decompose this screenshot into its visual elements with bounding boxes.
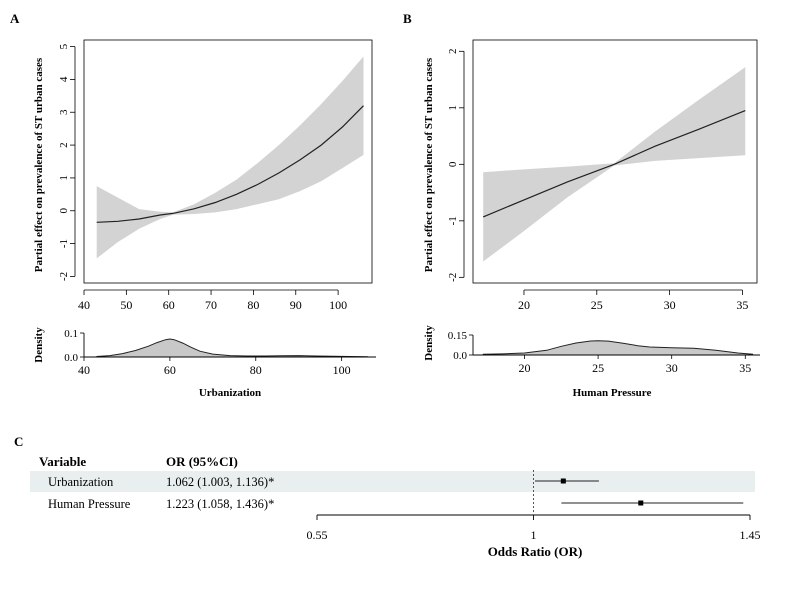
density-x-tick-label: 25 <box>592 361 604 375</box>
density-x-tick-label: 20 <box>519 361 531 375</box>
x-tick-label: 40 <box>78 298 90 312</box>
panel-b-xlabel: Human Pressure <box>573 387 652 399</box>
y-tick-label: -2 <box>447 273 459 282</box>
density-x-tick-label: 40 <box>78 363 90 377</box>
forest-xlabel: Odds Ratio (OR) <box>488 544 583 559</box>
panel-c-letter: C <box>14 434 23 449</box>
density-y-tick-label: 0.0 <box>453 350 467 362</box>
panel-a-ylabel: Partial effect on prevalence of ST urban… <box>33 57 45 272</box>
panel-a-letter: A <box>10 11 20 26</box>
forest-header-or: OR (95%CI) <box>166 454 238 469</box>
panel-a-density-ylabel: Density <box>33 327 45 363</box>
density-y-tick-label: 0.15 <box>448 330 468 342</box>
y-tick-label: 3 <box>58 109 70 115</box>
x-tick-label: 50 <box>120 298 132 312</box>
estimate-point <box>638 500 644 506</box>
x-tick-label: 30 <box>664 298 676 312</box>
forest-x-tick-label: 1.45 <box>740 528 761 542</box>
x-tick-label: 35 <box>736 298 748 312</box>
y-tick-label: 2 <box>447 49 459 55</box>
y-tick-label: -2 <box>58 272 70 281</box>
y-tick-label: 0 <box>447 161 459 167</box>
forest-row-variable: Urbanization <box>48 475 114 489</box>
x-tick-label: 20 <box>518 298 530 312</box>
y-tick-label: 1 <box>447 105 459 111</box>
forest-x-tick-label: 0.55 <box>307 528 328 542</box>
x-tick-label: 60 <box>163 298 175 312</box>
density-area <box>96 338 368 358</box>
panel-a-density-plot: 0.0 0.1 40 60 80 100 <box>64 328 376 377</box>
effect-line <box>482 110 746 218</box>
density-y-tick-label: 0.0 <box>64 352 78 364</box>
plot-frame <box>472 39 758 284</box>
x-tick-label: 25 <box>591 298 603 312</box>
forest-x-tick-label: 1 <box>531 528 537 542</box>
density-x-tick-label: 60 <box>164 363 176 377</box>
y-tick-label: -1 <box>447 216 459 225</box>
panel-b-plot: -2 -1 0 1 2 20 25 30 35 <box>447 39 758 312</box>
plot-frame <box>83 39 373 284</box>
panel-b-density-plot: 0.0 0.15 20 25 30 35 <box>448 330 760 375</box>
density-y-tick-label: 0.1 <box>64 328 78 340</box>
panel-b-ylabel: Partial effect on prevalence of ST urban… <box>423 57 435 272</box>
estimate-point <box>560 478 566 484</box>
forest-plot: 0.55 1 1.45 <box>307 470 761 542</box>
x-tick-label: 80 <box>247 298 259 312</box>
density-x-tick-label: 35 <box>739 361 751 375</box>
y-tick-label: 2 <box>58 142 70 148</box>
panel-b-letter: B <box>403 11 412 26</box>
y-tick-label: 1 <box>58 175 70 181</box>
confidence-band <box>96 56 364 259</box>
density-x-tick-label: 30 <box>666 361 678 375</box>
x-tick-label: 100 <box>329 298 347 312</box>
x-tick-label: 90 <box>290 298 302 312</box>
forest-row-shade <box>30 471 755 492</box>
forest-row-or: 1.223 (1.058, 1.436)* <box>166 497 274 511</box>
density-area <box>482 340 754 356</box>
panel-a-plot: -2 -1 0 1 2 3 4 5 40 50 60 70 80 90 100 <box>58 39 373 312</box>
density-x-tick-label: 80 <box>250 363 262 377</box>
y-tick-label: 5 <box>58 43 70 49</box>
effect-line <box>96 105 364 223</box>
density-x-tick-label: 100 <box>333 363 351 377</box>
y-tick-label: -1 <box>58 239 70 248</box>
forest-row-or: 1.062 (1.003, 1.136)* <box>166 475 274 489</box>
panel-b-density-ylabel: Density <box>423 325 435 361</box>
panel-a-xlabel: Urbanization <box>199 387 261 399</box>
y-tick-label: 4 <box>58 76 70 82</box>
y-tick-label: 0 <box>58 208 70 214</box>
forest-row-variable: Human Pressure <box>48 497 131 511</box>
x-tick-label: 70 <box>205 298 217 312</box>
forest-header-variable: Variable <box>39 454 86 469</box>
